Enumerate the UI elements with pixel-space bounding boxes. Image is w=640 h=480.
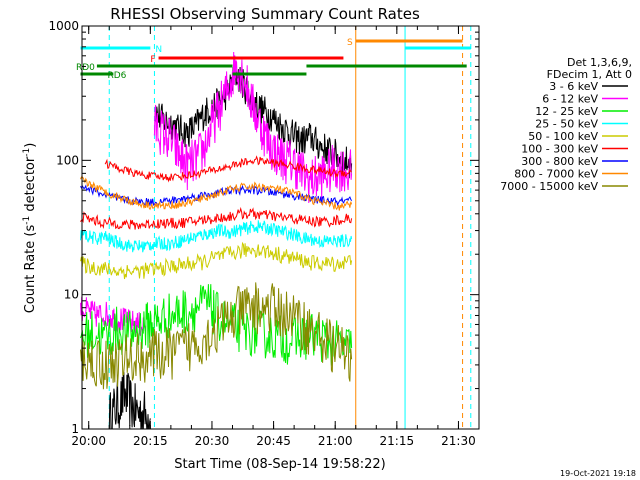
axes: 20:00 20:15 20:30 20:45 21:00 21:15 21:30 1 10 10… <box>48 19 480 448</box>
legend-label-2: 12 - 25 keV <box>535 105 598 118</box>
legend-label-5: 100 - 300 keV <box>521 143 598 156</box>
state-label-rd6: RD6 <box>107 71 126 81</box>
date-stamp: 19-Oct-2021 19:18 <box>560 469 636 478</box>
series-line-0 <box>108 371 151 430</box>
chart-title: RHESSI Observing Summary Count Rates <box>110 5 420 23</box>
x-tick-label-6: 21:30 <box>441 434 476 448</box>
y-tick-label-3: 1000 <box>48 19 79 33</box>
series-line-4 <box>80 284 353 366</box>
legend-label-7: 800 - 7000 keV <box>514 168 598 181</box>
series-line-2 <box>80 296 147 336</box>
state-label-rd0: RD0 <box>76 63 95 73</box>
y-tick-label-1: 10 <box>64 288 79 302</box>
y-axis-label-superscript: -1 <box>22 216 32 225</box>
series-line-5 <box>80 229 106 245</box>
plot-frame <box>81 25 480 430</box>
series-line-8 <box>80 206 353 230</box>
series-line-6 <box>104 220 353 253</box>
y-tick-label-0: 1 <box>71 422 79 436</box>
x-tick-label-5: 21:15 <box>380 434 415 448</box>
plot-area: NF S RD0 RD6 <box>76 26 472 430</box>
y-axis-label-main: Count Rate (s <box>23 225 38 314</box>
series-line-11 <box>80 176 353 211</box>
legend-label-6: 300 - 800 keV <box>521 155 598 168</box>
legend-header-0: Det 1,3,6,9, <box>567 56 632 69</box>
y-axis-label-unit: detector <box>23 156 38 216</box>
series-line-3 <box>153 51 353 204</box>
legend-label-4: 50 - 100 keV <box>528 130 598 143</box>
state-label-f: F <box>150 55 155 65</box>
state-label-s: S <box>347 38 353 48</box>
series-line-7 <box>80 241 353 280</box>
x-tick-label-4: 21:00 <box>318 434 353 448</box>
x-tick-label-0: 20:00 <box>71 434 106 448</box>
legend-header-1: FDecim 1, Att 0 <box>547 68 632 81</box>
y-axis-label-close: ) <box>23 143 38 148</box>
legend-label-8: 7000 - 15000 keV <box>500 180 598 193</box>
legend-label-3: 25 - 50 keV <box>535 118 598 131</box>
x-axis-label: Start Time (08-Sep-14 19:58:22) <box>174 457 385 472</box>
x-tick-label-3: 20:45 <box>256 434 291 448</box>
x-tick-label-2: 20:30 <box>195 434 230 448</box>
legend-label-1: 6 - 12 keV <box>542 93 598 106</box>
state-label-n: N <box>155 45 162 55</box>
legend-label-0: 3 - 6 keV <box>549 80 598 93</box>
y-tick-label-2: 100 <box>56 153 79 167</box>
y-axis-label-superscript-2: -1 <box>22 148 32 157</box>
x-tick-label-1: 20:15 <box>133 434 168 448</box>
y-axis-label: Count Rate (s-1 detector-1) <box>22 143 38 314</box>
series-line-9 <box>104 155 352 183</box>
series-line-12 <box>80 282 353 390</box>
